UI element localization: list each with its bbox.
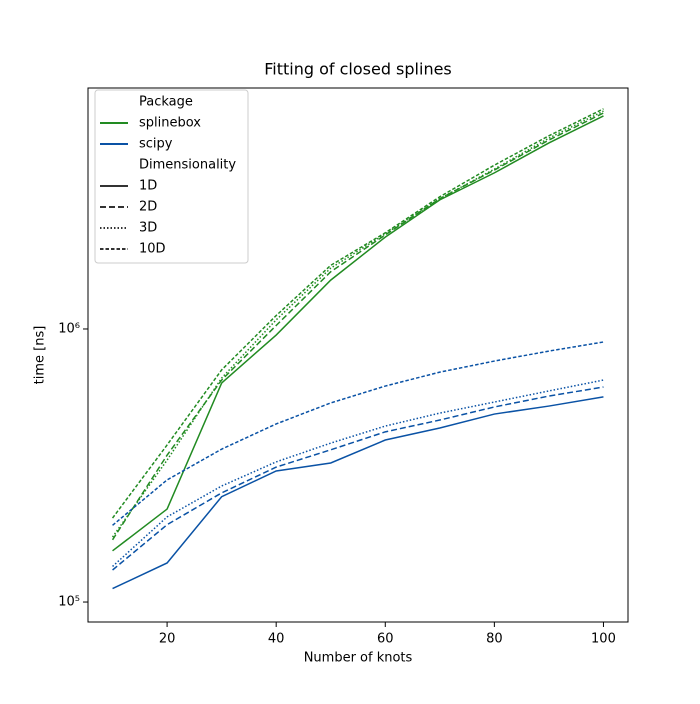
- series-line: [112, 386, 604, 571]
- x-tick-label: 60: [377, 632, 394, 647]
- x-tick-label: 80: [486, 632, 503, 647]
- legend-label: splinebox: [139, 116, 201, 131]
- plot-frame: [87, 87, 629, 623]
- series-line: [112, 379, 604, 567]
- y-axis-label: time [ns]: [33, 326, 48, 385]
- x-tick-label: 20: [159, 632, 176, 647]
- chart-title: Fitting of closed splines: [264, 60, 452, 79]
- series-line: [111, 110, 604, 538]
- series-line: [112, 115, 604, 552]
- series-line: [111, 108, 604, 519]
- series-line: [111, 112, 604, 541]
- x-axis-label: Number of knots: [304, 651, 413, 666]
- legend-label: 2D: [139, 200, 157, 215]
- legend-label: 1D: [139, 179, 157, 194]
- series-line: [112, 341, 604, 526]
- legend-box: [94, 89, 249, 264]
- legend-title: Package: [139, 95, 193, 110]
- legend-label: 10D: [139, 242, 166, 257]
- legend-title: Dimensionality: [139, 158, 236, 173]
- y-tick-label: 10⁵: [58, 595, 80, 610]
- series-line: [112, 396, 604, 590]
- legend-label: 3D: [139, 221, 157, 236]
- x-tick-label: 100: [591, 632, 616, 647]
- legend-label: scipy: [139, 137, 173, 152]
- x-tick-label: 40: [268, 632, 285, 647]
- y-tick-label: 10⁶: [58, 321, 80, 336]
